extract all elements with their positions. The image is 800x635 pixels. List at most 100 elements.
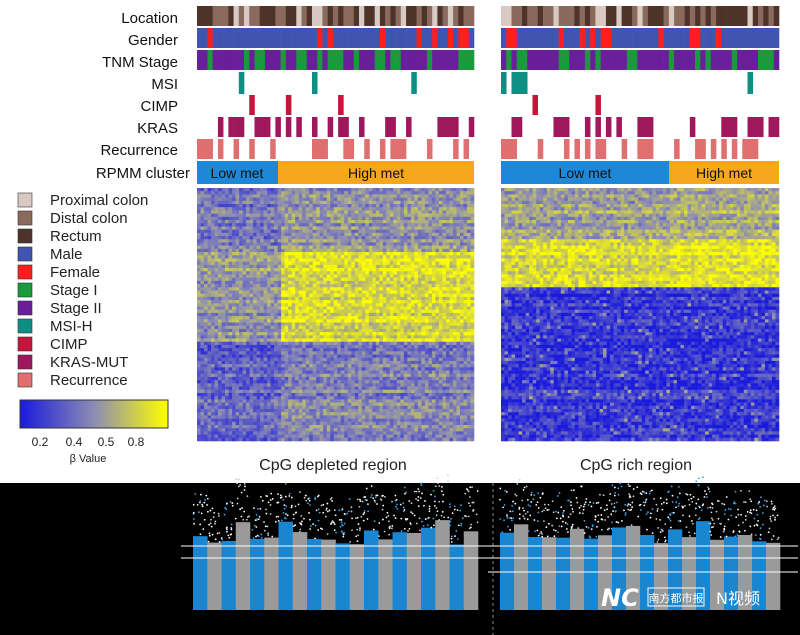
heatmap-cell <box>225 360 229 365</box>
heatmap-cell <box>403 220 408 224</box>
heatmap-cell <box>389 229 394 234</box>
heatmap-cell <box>277 229 282 234</box>
heatmap-cell <box>393 309 398 314</box>
heatmap-cell <box>260 226 264 230</box>
track-cell-recurrence <box>747 139 754 159</box>
track-cell-location <box>207 6 213 26</box>
heatmap-cell <box>372 223 377 227</box>
heatmap-cell <box>333 370 338 375</box>
heatmap-cell <box>386 248 391 253</box>
heatmap-cell <box>326 258 331 262</box>
track-cell-kras <box>768 117 775 137</box>
heatmap-cell <box>428 303 433 307</box>
heatmap-cell <box>452 245 457 250</box>
heatmap-cell <box>424 245 429 250</box>
heatmap-cell <box>302 354 306 359</box>
heatmap-cell <box>267 194 271 198</box>
heatmap-cell <box>438 348 443 352</box>
heatmap-cell <box>414 335 419 339</box>
heatmap-cell <box>389 290 394 294</box>
track-cell-gender <box>626 28 633 48</box>
track-cell-gender <box>590 28 596 48</box>
heatmap-cell <box>351 274 356 278</box>
heatmap-cell <box>253 338 257 343</box>
heatmap-cell <box>347 370 352 375</box>
heatmap-cell <box>281 204 285 208</box>
heatmap-cell <box>288 360 292 365</box>
heatmap-cell <box>309 210 314 214</box>
heatmap-cell <box>309 216 314 221</box>
heatmap-cell <box>298 277 303 282</box>
heatmap-cell <box>330 194 335 198</box>
heatmap-cell <box>417 322 422 327</box>
heatmap-cell <box>393 338 398 343</box>
heatmap-cell <box>221 261 226 266</box>
heatmap-cell <box>445 226 450 230</box>
heatmap-cell <box>197 303 201 307</box>
heatmap-cell <box>442 204 447 208</box>
heatmap-cell <box>239 258 243 262</box>
heatmap-cell <box>470 204 475 208</box>
heatmap-cell <box>312 316 317 320</box>
heatmap-cell <box>274 287 278 291</box>
heatmap-cell <box>379 261 384 266</box>
heatmap-cell <box>428 306 433 310</box>
heatmap-cell <box>375 220 380 224</box>
track-cell-recurrence <box>348 139 355 159</box>
heatmap-cell <box>225 220 229 224</box>
heatmap-cell <box>246 264 250 269</box>
heatmap-cell <box>431 210 436 214</box>
heatmap-cell <box>340 220 345 224</box>
heatmap-cell <box>456 284 461 288</box>
heatmap-cell <box>393 271 398 275</box>
track-cell-tnm <box>758 50 764 70</box>
heatmap-cell <box>288 364 292 368</box>
heatmap-cell <box>330 287 335 291</box>
heatmap-cell <box>438 322 443 327</box>
heatmap-cell <box>403 223 408 227</box>
heatmap-cell <box>295 319 299 323</box>
heatmap-cell <box>410 341 415 346</box>
heatmap-cell <box>365 255 370 259</box>
heatmap-cell <box>211 268 215 272</box>
heatmap-cell <box>204 229 208 234</box>
heatmap-cell <box>288 312 292 317</box>
track-cell-kras <box>647 117 654 137</box>
heatmap-cell <box>260 261 264 266</box>
heatmap-cell <box>270 303 275 307</box>
heatmap-cell <box>319 245 324 250</box>
heatmap-cell <box>410 312 415 317</box>
heatmap-cell <box>232 248 236 253</box>
heatmap-cell <box>344 248 349 253</box>
heatmap-cell <box>312 290 317 294</box>
heatmap-cell <box>365 319 370 323</box>
heatmap-cell <box>207 191 212 195</box>
heatmap-cell <box>256 309 261 314</box>
track-cell-gender <box>453 28 459 48</box>
heatmap-cell <box>354 367 359 371</box>
heatmap-cell <box>323 293 328 298</box>
heatmap-cell <box>466 216 471 221</box>
track-label-location: Location <box>121 10 178 27</box>
track-cell-recurrence <box>695 139 701 159</box>
heatmap-cell <box>393 232 398 237</box>
heatmap-cell <box>256 357 261 362</box>
heatmap-cell <box>225 309 229 314</box>
heatmap-cell <box>288 271 292 275</box>
heatmap-cell <box>260 255 264 259</box>
heatmap-cell <box>379 216 384 221</box>
heatmap-cell <box>358 364 363 368</box>
heatmap-cell <box>284 268 289 272</box>
heatmap-cell <box>421 271 426 275</box>
heatmap-cell <box>403 293 408 298</box>
heatmap-cell <box>319 248 324 253</box>
heatmap-cell <box>218 229 222 234</box>
track-cell-tnm <box>426 50 433 70</box>
heatmap-cell <box>295 245 299 250</box>
heatmap-cell <box>225 226 229 230</box>
heatmap-cell <box>351 245 356 250</box>
heatmap-cell <box>284 197 289 202</box>
heatmap-cell <box>284 335 289 339</box>
heatmap-cell <box>351 354 356 359</box>
heatmap-cell <box>270 328 275 333</box>
